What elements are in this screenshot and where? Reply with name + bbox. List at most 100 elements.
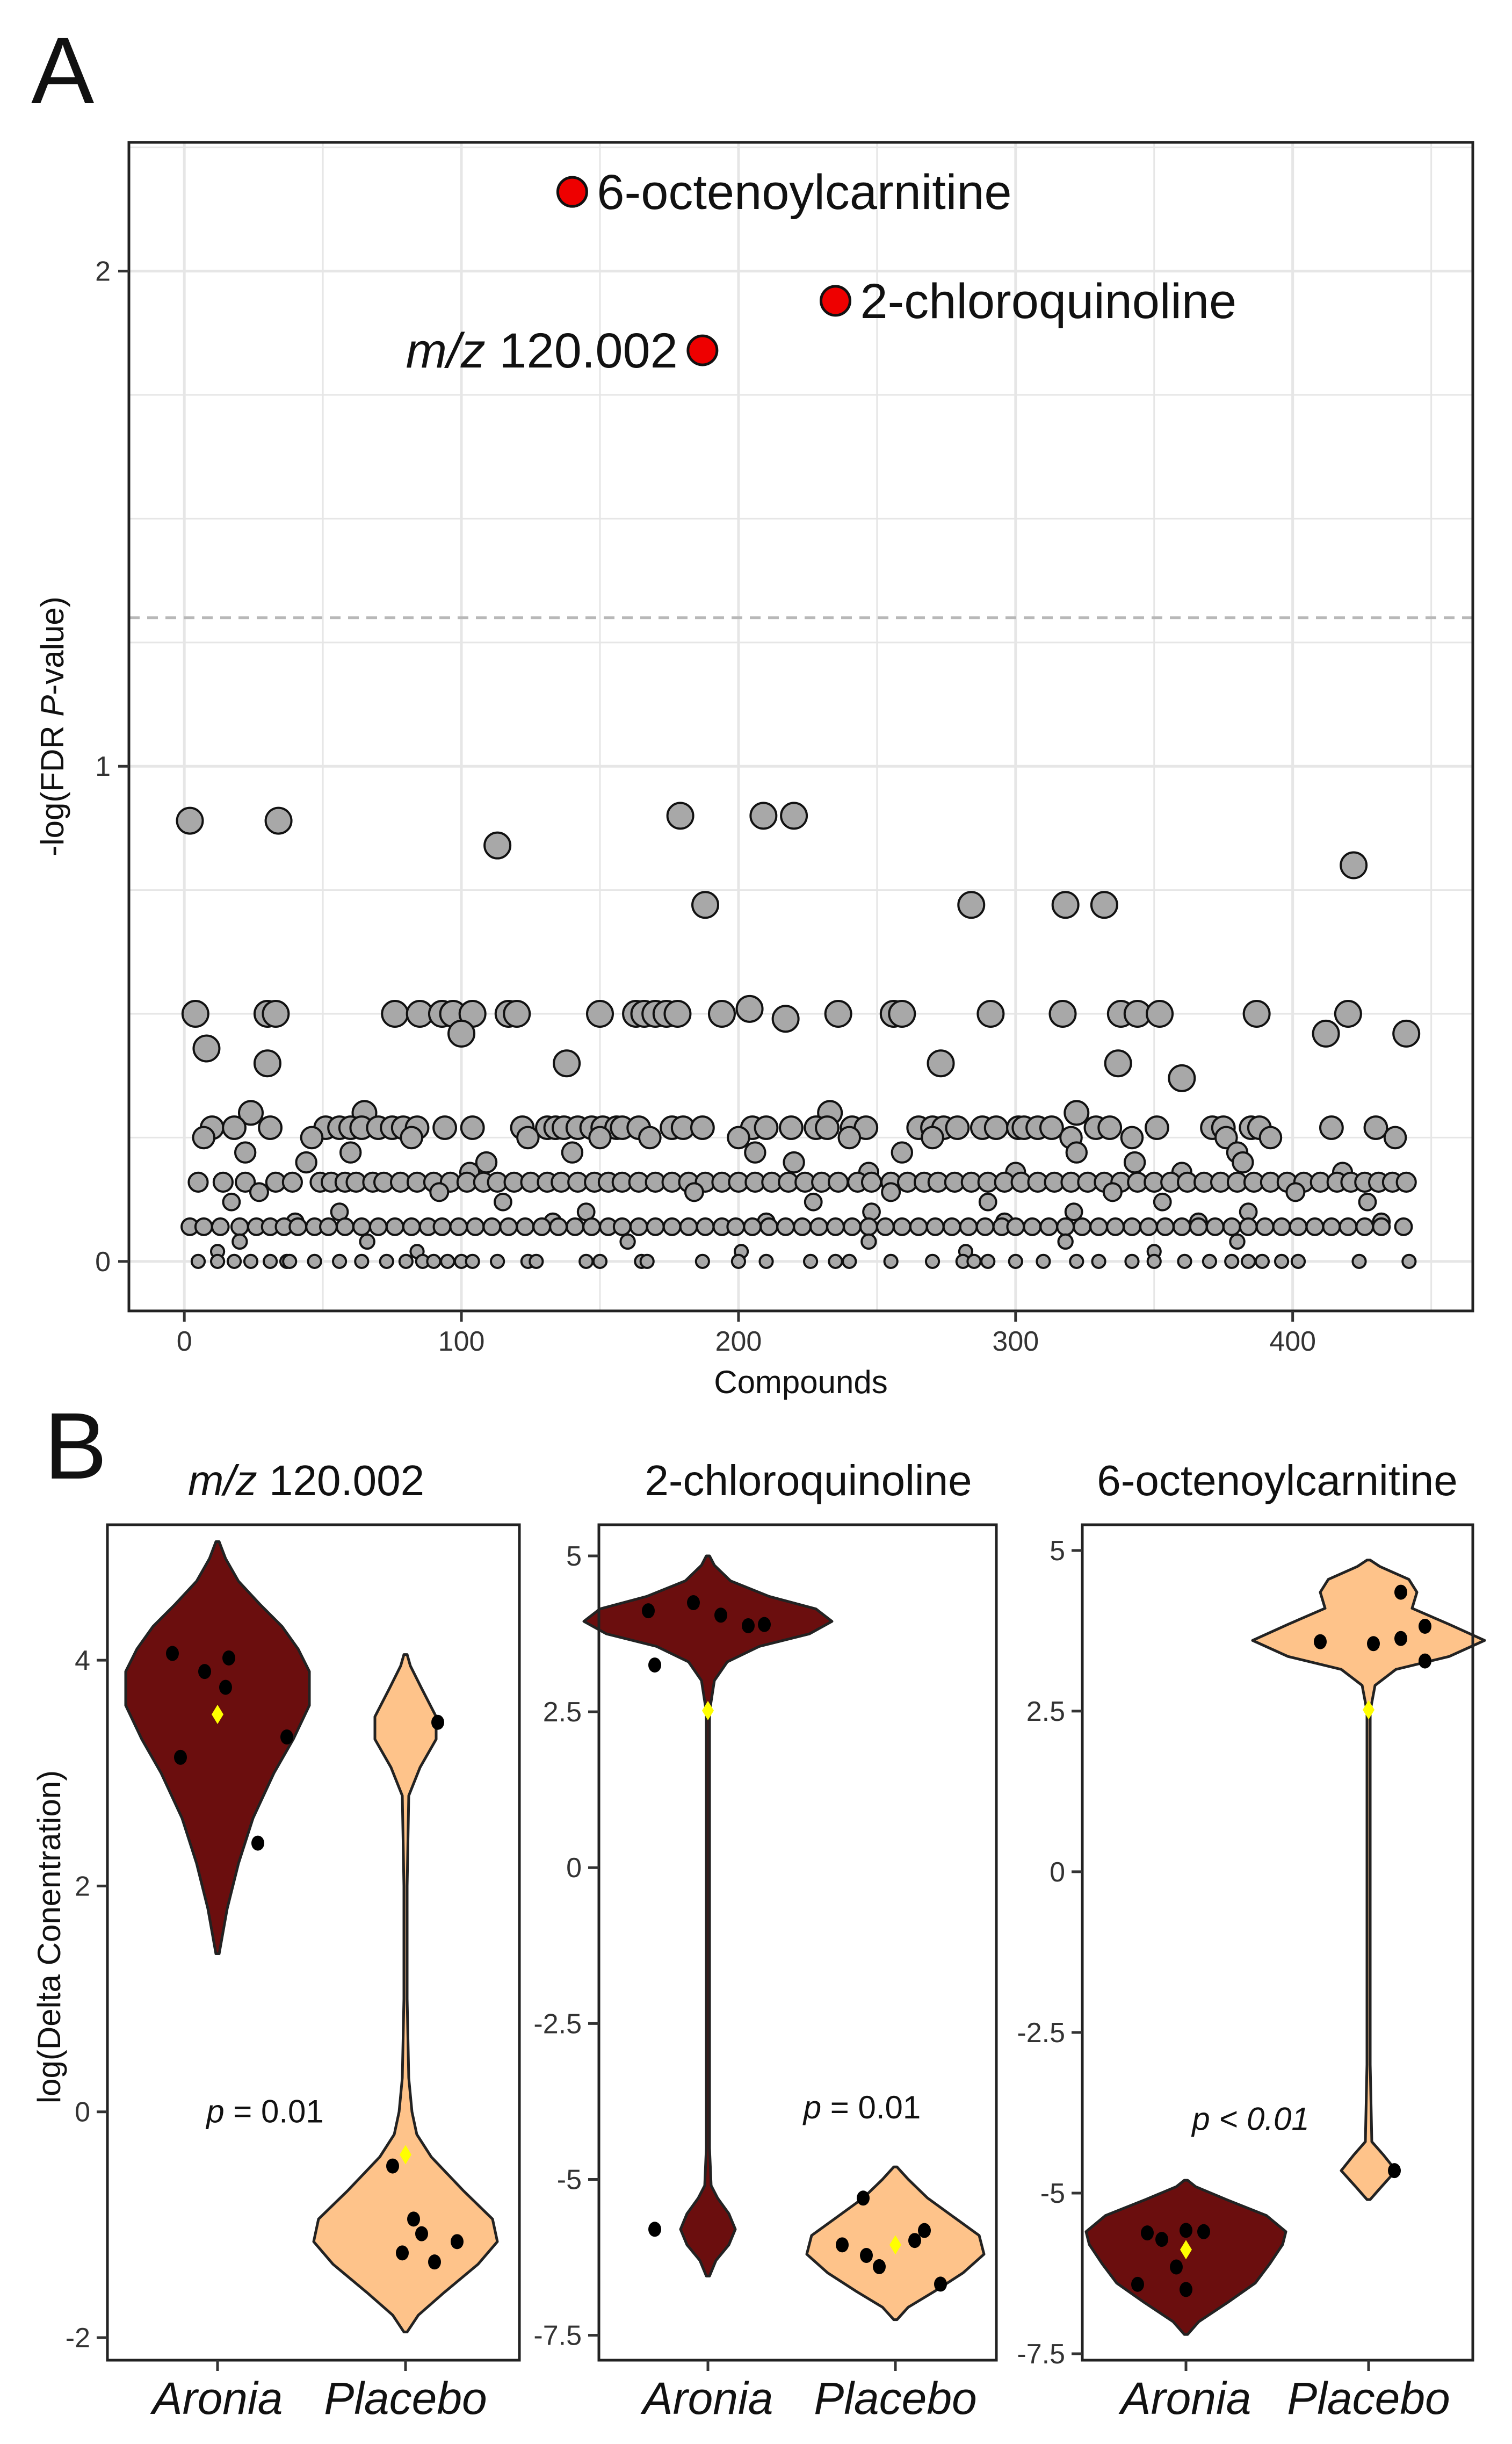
- compound-point: [1139, 1217, 1158, 1236]
- compound-point: [842, 1253, 857, 1269]
- y-tick-label: 2: [75, 1871, 90, 1902]
- compound-point: [843, 1217, 862, 1236]
- compound-point: [447, 1019, 476, 1048]
- significant-point: [819, 285, 851, 317]
- compound-point: [883, 1253, 899, 1269]
- significant-point-label: 2-chloroquinoline: [860, 274, 1236, 329]
- compound-point: [1205, 1217, 1225, 1236]
- violin-title-mz-italic: m/z: [188, 1457, 257, 1504]
- compound-point: [980, 1253, 996, 1269]
- compound-point: [1057, 1233, 1074, 1250]
- compound-point: [1239, 1217, 1258, 1236]
- compound-point: [966, 1253, 982, 1269]
- label-italic: m/z: [406, 323, 486, 378]
- compound-point: [1229, 1233, 1246, 1250]
- group-label-placebo: Placebo: [814, 2373, 977, 2424]
- compound-point: [959, 1217, 978, 1236]
- individual-point: [873, 2259, 886, 2274]
- scatter-points: [176, 802, 1421, 1269]
- compound-point: [1097, 1115, 1123, 1140]
- p-value-label: p = 0.01: [802, 2089, 921, 2125]
- individual-point: [648, 2222, 661, 2237]
- y-tick-label: -7.5: [533, 2320, 582, 2352]
- compound-point: [222, 1192, 241, 1212]
- compound-point: [482, 1217, 502, 1236]
- compound-point: [909, 1217, 928, 1236]
- y-tick-label: 0: [95, 1246, 111, 1278]
- significant-point: [686, 334, 719, 366]
- compound-point: [1069, 1253, 1084, 1269]
- compound-point: [561, 1141, 584, 1164]
- individual-point: [758, 1617, 771, 1632]
- y-tick-label: -5: [557, 2164, 582, 2195]
- compound-point: [1358, 1192, 1377, 1212]
- violin-panel-6-octenoylcarnitine: 6-octenoylcarnitine -7.5 -5 -2.5 0 2.5 5 Aroni…: [1017, 1457, 1486, 2424]
- compound-point: [549, 1217, 568, 1236]
- y-tick-label: 0: [566, 1852, 582, 1884]
- compound-point: [192, 1034, 221, 1063]
- compound-point: [1102, 1182, 1123, 1202]
- violin-panel-2-chloroquinoline: 2-chloroquinoline -7.5 -5 -2.5 0 2.5 5 Aronia P…: [533, 1457, 998, 2424]
- mean-marker: [889, 2235, 901, 2255]
- compound-point: [532, 1217, 552, 1236]
- compound-point: [1123, 1151, 1146, 1174]
- individual-point: [428, 2254, 441, 2270]
- compound-point: [429, 1182, 450, 1202]
- compound-point: [1104, 1049, 1132, 1078]
- compound-point: [588, 1126, 612, 1150]
- compound-point: [368, 1217, 388, 1236]
- compound-point: [663, 1000, 692, 1028]
- compound-point: [237, 1100, 264, 1126]
- individual-point: [451, 2234, 464, 2250]
- compound-point: [385, 1217, 404, 1236]
- compound-point: [824, 1000, 852, 1028]
- compound-point: [1290, 1253, 1306, 1269]
- significant-point: [556, 176, 588, 208]
- compound-point: [666, 802, 694, 830]
- compound-point: [684, 1182, 704, 1202]
- individual-point: [1197, 2224, 1210, 2239]
- compound-point: [494, 1192, 512, 1212]
- compound-point: [1006, 1217, 1025, 1236]
- compound-point: [553, 1049, 581, 1078]
- label-text: 120.002: [486, 323, 678, 378]
- violin-plot-frame: [597, 1523, 998, 2362]
- compound-point: [582, 1217, 601, 1236]
- compound-point: [942, 1217, 961, 1236]
- individual-point: [1394, 1584, 1407, 1600]
- compound-point: [335, 1217, 355, 1236]
- compound-point: [1008, 1253, 1023, 1269]
- compound-point: [1064, 1202, 1083, 1222]
- compound-point: [957, 891, 986, 919]
- compound-point: [1339, 1217, 1358, 1236]
- compound-point: [881, 1182, 901, 1202]
- compound-point: [1392, 1019, 1421, 1048]
- compound-point: [892, 1217, 911, 1236]
- compound-point: [730, 1253, 747, 1269]
- individual-point: [714, 1607, 727, 1623]
- compound-point: [727, 1126, 750, 1150]
- compound-point: [1312, 1019, 1340, 1048]
- compound-point: [1255, 1217, 1275, 1236]
- compound-point: [1106, 1217, 1125, 1236]
- compound-point: [1394, 1217, 1413, 1236]
- scatter-x-axis-title: Compounds: [714, 1364, 888, 1400]
- p-value-italic: p: [1191, 2101, 1210, 2137]
- compound-point: [921, 1126, 944, 1150]
- y-tick-label: 5: [566, 1541, 582, 1572]
- compound-point: [679, 1217, 698, 1236]
- individual-point: [1155, 2232, 1168, 2247]
- compound-point: [1272, 1217, 1291, 1236]
- group-label-placebo: Placebo: [1287, 2373, 1450, 2424]
- compound-point: [426, 1253, 442, 1269]
- compound-point: [187, 1171, 209, 1193]
- individual-point: [648, 1657, 661, 1673]
- group-label-aronia: Aronia: [1118, 2373, 1251, 2424]
- compound-point: [859, 1217, 878, 1236]
- compound-point: [1351, 1253, 1367, 1269]
- compound-point: [743, 1217, 762, 1236]
- compound-point: [759, 1217, 779, 1236]
- scatter-panel: 6-octenoylcarnitine 2-chloroquinoline m/z …: [34, 141, 1474, 1400]
- y-tick-label: -2.5: [1017, 2017, 1065, 2049]
- y-tick-label: -2.5: [533, 2008, 582, 2039]
